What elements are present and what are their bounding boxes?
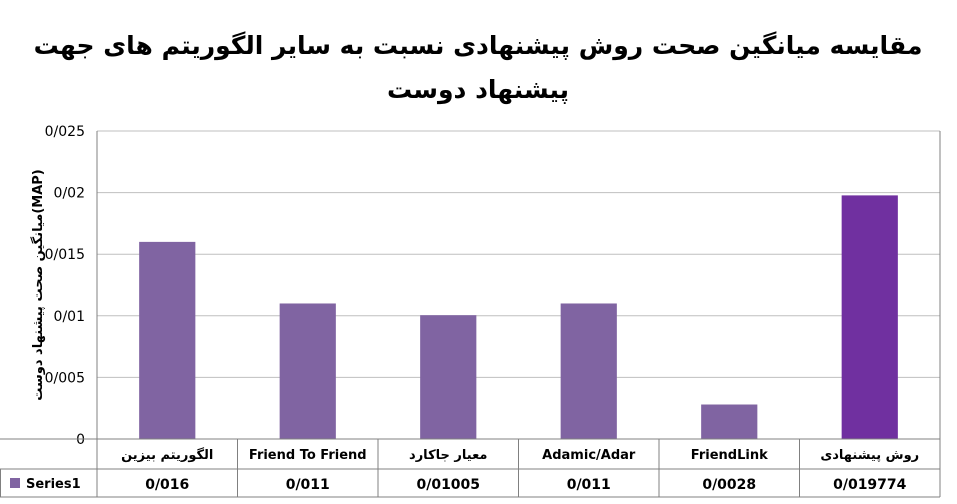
data-table: الگوریتم بیزین 0/016 Friend To Friend 0/011… [0, 438, 940, 498]
x-tick-label: الگوریتم بیزین [121, 447, 213, 463]
x-tick-label: Adamic/Adar [542, 448, 636, 463]
chart-title-line-1: مقایسه میانگین صحت روش پیشنهادی نسبت به … [34, 31, 923, 61]
bar [420, 315, 477, 439]
bar [841, 195, 898, 439]
y-axis-label: میانگین صحت پیشنهاد دوست(MAP) [30, 169, 46, 401]
data-table-value: 0/011 [567, 477, 611, 493]
x-tick-label: Friend To Friend [249, 448, 367, 463]
bar [279, 303, 336, 439]
y-tick-label: 0/015 [45, 247, 85, 263]
bar [139, 241, 196, 439]
data-table-value: 0/019774 [833, 477, 907, 493]
data-table-value: 0/011 [286, 477, 330, 493]
y-axis-ticks: 0 0/005 0/01 0/015 0/02 0/025 [45, 124, 85, 448]
y-tick-label: 0 [76, 432, 85, 448]
y-tick-label: 0/025 [45, 124, 85, 140]
x-tick-label: روش پیشنهادی [820, 448, 919, 463]
bar [560, 303, 617, 439]
chart-title-line-2: پیشنهاد دوست [387, 75, 569, 105]
y-tick-label: 0/01 [54, 309, 85, 325]
chart-title: مقایسه میانگین صحت روش پیشنهادی نسبت به … [34, 31, 923, 105]
data-table-value: 0/016 [145, 477, 189, 493]
y-tick-label: 0/02 [54, 186, 85, 202]
data-table-value: 0/01005 [416, 477, 480, 493]
bars [139, 195, 898, 439]
data-table-value: 0/0028 [702, 477, 756, 493]
x-tick-label: FriendLink [691, 448, 768, 463]
y-tick-label: 0/005 [45, 370, 85, 386]
x-tick-label: معیار جاکارد [409, 448, 487, 463]
bar [701, 404, 758, 439]
legend-label: Series1 [26, 477, 81, 492]
legend-swatch [10, 478, 20, 488]
